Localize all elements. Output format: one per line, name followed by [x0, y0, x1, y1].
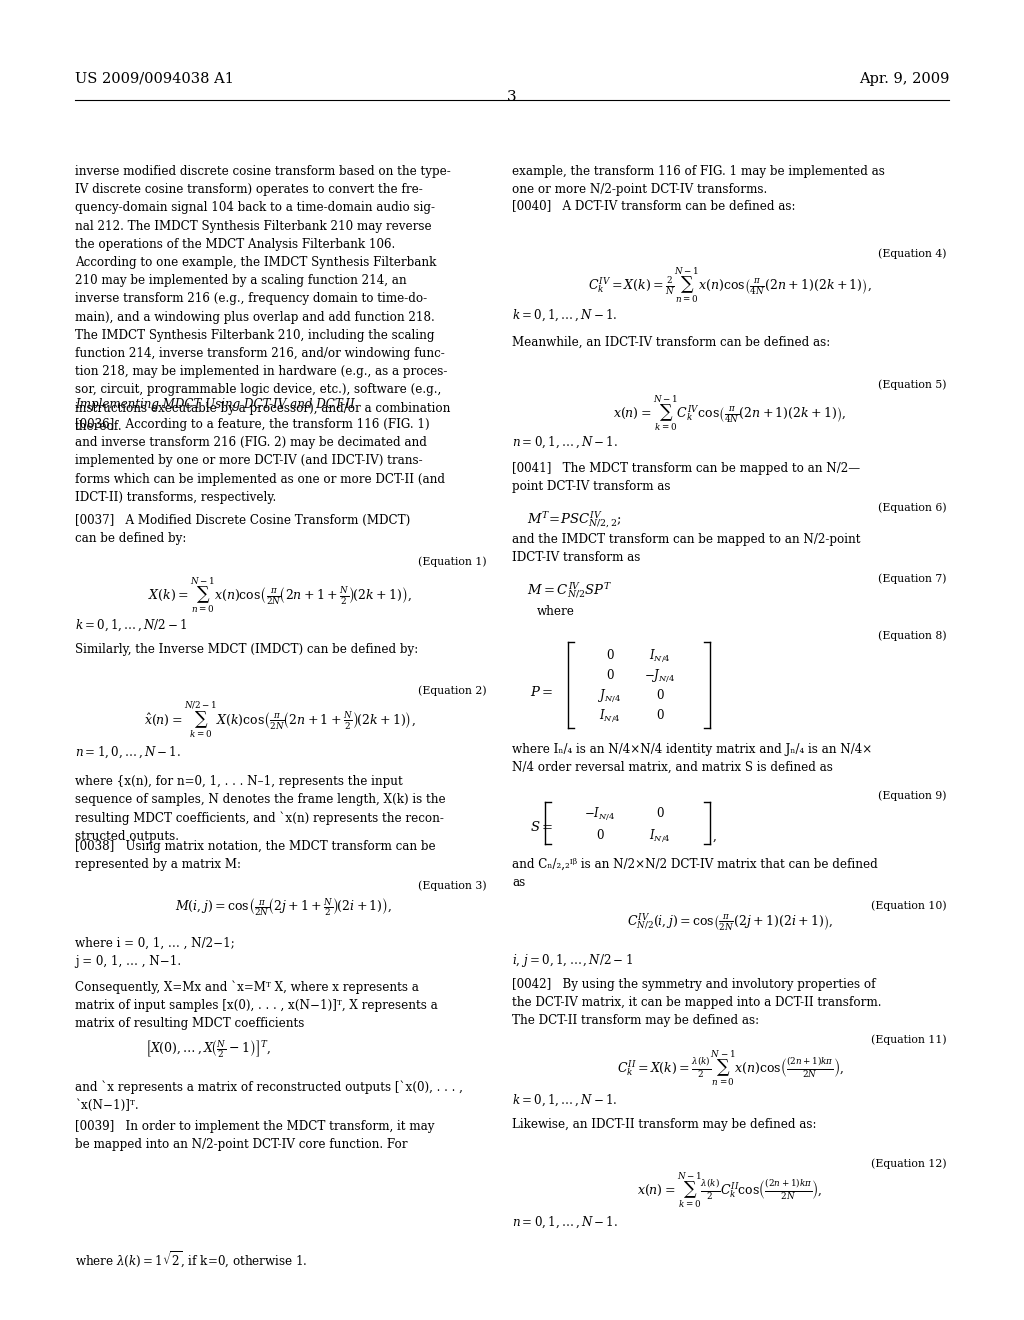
Text: inverse modified discrete cosine transform based on the type-
IV discrete cosine: inverse modified discrete cosine transfo…: [75, 165, 451, 433]
Text: Apr. 9, 2009: Apr. 9, 2009: [859, 73, 949, 86]
Text: [0037]   A Modified Discrete Cosine Transform (MDCT)
can be defined by:: [0037] A Modified Discrete Cosine Transf…: [75, 513, 411, 545]
Text: $\hat{x}(n) = \sum_{k=0}^{N/2-1} X(k)\cos\!\left(\frac{\pi}{2N}\!\left(2n+1+\fra: $\hat{x}(n) = \sum_{k=0}^{N/2-1} X(k)\co…: [144, 700, 416, 741]
Text: 3: 3: [507, 90, 517, 104]
Text: [0041]   The MDCT transform can be mapped to an N/2—
point DCT-IV transform as: [0041] The MDCT transform can be mapped …: [512, 462, 860, 494]
Text: $0$: $0$: [605, 668, 614, 682]
Text: $0$: $0$: [655, 807, 665, 820]
Text: [0038]   Using matrix notation, the MDCT transform can be
represented by a matri: [0038] Using matrix notation, the MDCT t…: [75, 840, 435, 871]
Text: j = 0, 1, … , N−1.: j = 0, 1, … , N−1.: [75, 954, 181, 968]
Text: $J_{N/4}$: $J_{N/4}$: [598, 688, 622, 705]
Text: $-J_{N/4}$: $-J_{N/4}$: [644, 668, 676, 685]
Text: where i = 0, 1, … , N/2−1;: where i = 0, 1, … , N/2−1;: [75, 937, 234, 950]
Text: (Equation 8): (Equation 8): [879, 630, 947, 640]
Text: where $\lambda(k)=1\sqrt{2}$, if k=0, otherwise 1.: where $\lambda(k)=1\sqrt{2}$, if k=0, ot…: [75, 1250, 307, 1270]
Text: [0039]   In order to implement the MDCT transform, it may
be mapped into an N/2-: [0039] In order to implement the MDCT tr…: [75, 1119, 434, 1151]
Text: (Equation 10): (Equation 10): [871, 900, 947, 911]
Text: $\left[X(0), \ldots\, , X\!\left(\frac{N}{2}-1\right)\right]^T,$: $\left[X(0), \ldots\, , X\!\left(\frac{N…: [145, 1038, 271, 1060]
Text: $x(n) = \sum_{k=0}^{N-1} C_k^{IV}\cos\!\left(\frac{\pi}{4N}(2n+1)(2k+1)\right),$: $x(n) = \sum_{k=0}^{N-1} C_k^{IV}\cos\!\…: [613, 393, 847, 433]
Text: $0$: $0$: [655, 708, 665, 722]
Text: ,: ,: [713, 830, 717, 843]
Text: example, the transform 116 of FIG. 1 may be implemented as
one or more N/2-point: example, the transform 116 of FIG. 1 may…: [512, 165, 885, 197]
Text: $X(k) = \sum_{n=0}^{N-1} x(n)\cos\!\left(\frac{\pi}{2N}\!\left(2n+1+\frac{N}{2}\: $X(k) = \sum_{n=0}^{N-1} x(n)\cos\!\left…: [148, 576, 412, 615]
Text: $-I_{N/4}$: $-I_{N/4}$: [585, 807, 615, 824]
Text: $0$: $0$: [605, 648, 614, 663]
Text: $I_{N/4}$: $I_{N/4}$: [649, 648, 671, 665]
Text: (Equation 3): (Equation 3): [419, 880, 487, 891]
Text: $k = 0, 1, \ldots\, , N-1.$: $k = 0, 1, \ldots\, , N-1.$: [512, 308, 617, 323]
Text: $n = 1, 0, \ldots\, , N-1.$: $n = 1, 0, \ldots\, , N-1.$: [75, 744, 181, 760]
Text: (Equation 9): (Equation 9): [879, 789, 947, 800]
Text: (Equation 12): (Equation 12): [871, 1158, 947, 1168]
Text: $n = 0, 1, \ldots\, , N-1.$: $n = 0, 1, \ldots\, , N-1.$: [512, 436, 618, 450]
Text: $x(n) = \sum_{k=0}^{N-1}\frac{\lambda(k)}{2} C_k^{II}\cos\!\left(\frac{(2n+1)k\p: $x(n) = \sum_{k=0}^{N-1}\frac{\lambda(k)…: [637, 1170, 822, 1209]
Text: $S=$: $S=$: [530, 820, 553, 834]
Text: (Equation 5): (Equation 5): [879, 379, 947, 389]
Text: and ˋx represents a matrix of reconstructed outputs [ˋx(0), . . . ,
ˋx(N−1)]ᵀ.: and ˋx represents a matrix of reconstruc…: [75, 1080, 463, 1111]
Text: Likewise, an IDCT-II transform may be defined as:: Likewise, an IDCT-II transform may be de…: [512, 1118, 816, 1131]
Text: (Equation 7): (Equation 7): [879, 573, 947, 583]
Text: and the IMDCT transform can be mapped to an N/2-point
IDCT-IV transform as: and the IMDCT transform can be mapped to…: [512, 533, 860, 564]
Text: where Iₙ/₄ is an N/4×N/4 identity matrix and Jₙ/₄ is an N/4×
N/4 order reversal : where Iₙ/₄ is an N/4×N/4 identity matrix…: [512, 743, 872, 775]
Text: Meanwhile, an IDCT-IV transform can be defined as:: Meanwhile, an IDCT-IV transform can be d…: [512, 337, 830, 348]
Text: (Equation 4): (Equation 4): [879, 248, 947, 259]
Text: $M = C_{N/2}^{IV}SP^T$: $M = C_{N/2}^{IV}SP^T$: [527, 579, 612, 601]
Text: $C_k^{II} = X(k) = \frac{\lambda(k)}{2}\sum_{n=0}^{N-1} x(n)\cos\!\left(\frac{(2: $C_k^{II} = X(k) = \frac{\lambda(k)}{2}\…: [616, 1048, 844, 1088]
Text: $I_{N/4}$: $I_{N/4}$: [599, 708, 621, 726]
Text: (Equation 2): (Equation 2): [419, 685, 487, 696]
Text: Consequently, X=Mx and ˋx=Mᵀ X, where x represents a
matrix of input samples [x(: Consequently, X=Mx and ˋx=Mᵀ X, where x …: [75, 979, 437, 1030]
Text: $0$: $0$: [655, 688, 665, 702]
Text: US 2009/0094038 A1: US 2009/0094038 A1: [75, 73, 233, 86]
Text: $0$: $0$: [596, 828, 604, 842]
Text: Similarly, the Inverse MDCT (IMDCT) can be defined by:: Similarly, the Inverse MDCT (IMDCT) can …: [75, 643, 418, 656]
Text: $n = 0, 1, \ldots\, , N-1.$: $n = 0, 1, \ldots\, , N-1.$: [512, 1214, 618, 1230]
Text: and Cₙ/₂,₂ᴵᵝ is an N/2×N/2 DCT-IV matrix that can be defined
as: and Cₙ/₂,₂ᴵᵝ is an N/2×N/2 DCT-IV matrix…: [512, 858, 878, 890]
Text: Implementing MDCT Using DCT-IV and DCT-II: Implementing MDCT Using DCT-IV and DCT-I…: [75, 399, 354, 411]
Text: [0042]   By using the symmetry and involutory properties of
the DCT-IV matrix, i: [0042] By using the symmetry and involut…: [512, 978, 882, 1027]
Text: $C_k^{IV} = X(k) = \frac{2}{N}\sum_{n=0}^{N-1} x(n)\cos\!\left(\frac{\pi}{4N}(2n: $C_k^{IV} = X(k) = \frac{2}{N}\sum_{n=0}…: [588, 265, 872, 305]
Text: $I_{N/4}$: $I_{N/4}$: [649, 828, 671, 845]
Text: $P=$: $P=$: [530, 685, 553, 700]
Text: (Equation 1): (Equation 1): [419, 556, 487, 566]
Text: [0036]   According to a feature, the transform 116 (FIG. 1)
and inverse transfor: [0036] According to a feature, the trans…: [75, 418, 445, 504]
Text: $k = 0, 1, \ldots\, , N-1.$: $k = 0, 1, \ldots\, , N-1.$: [512, 1093, 617, 1109]
Text: [0040]   A DCT-IV transform can be defined as:: [0040] A DCT-IV transform can be defined…: [512, 199, 796, 213]
Text: $i,\, j = 0, 1, \ldots\, , N/2-1$: $i,\, j = 0, 1, \ldots\, , N/2-1$: [512, 952, 633, 969]
Text: $M^T\!=\!PSC_{N/2,2}^{IV};$: $M^T\!=\!PSC_{N/2,2}^{IV};$: [527, 510, 622, 531]
Text: (Equation 6): (Equation 6): [879, 502, 947, 512]
Text: (Equation 11): (Equation 11): [871, 1034, 947, 1044]
Text: $M(i, j) = \cos\!\left(\frac{\pi}{2N}\!\left(2j+1+\frac{N}{2}\right)\!(2i+1)\rig: $M(i, j) = \cos\!\left(\frac{\pi}{2N}\!\…: [175, 896, 392, 917]
Text: where: where: [537, 605, 574, 618]
Text: $C_{N/2}^{IV}(i, j) = \cos\!\left(\frac{\pi}{2N}(2j+1)(2i+1)\right),$: $C_{N/2}^{IV}(i, j) = \cos\!\left(\frac{…: [627, 912, 834, 933]
Text: where {x(n), for n=0, 1, . . . N–1, represents the input
sequence of samples, N : where {x(n), for n=0, 1, . . . N–1, repr…: [75, 775, 445, 843]
Text: $k = 0, 1, \ldots\, , N/2-1$: $k = 0, 1, \ldots\, , N/2-1$: [75, 618, 187, 634]
